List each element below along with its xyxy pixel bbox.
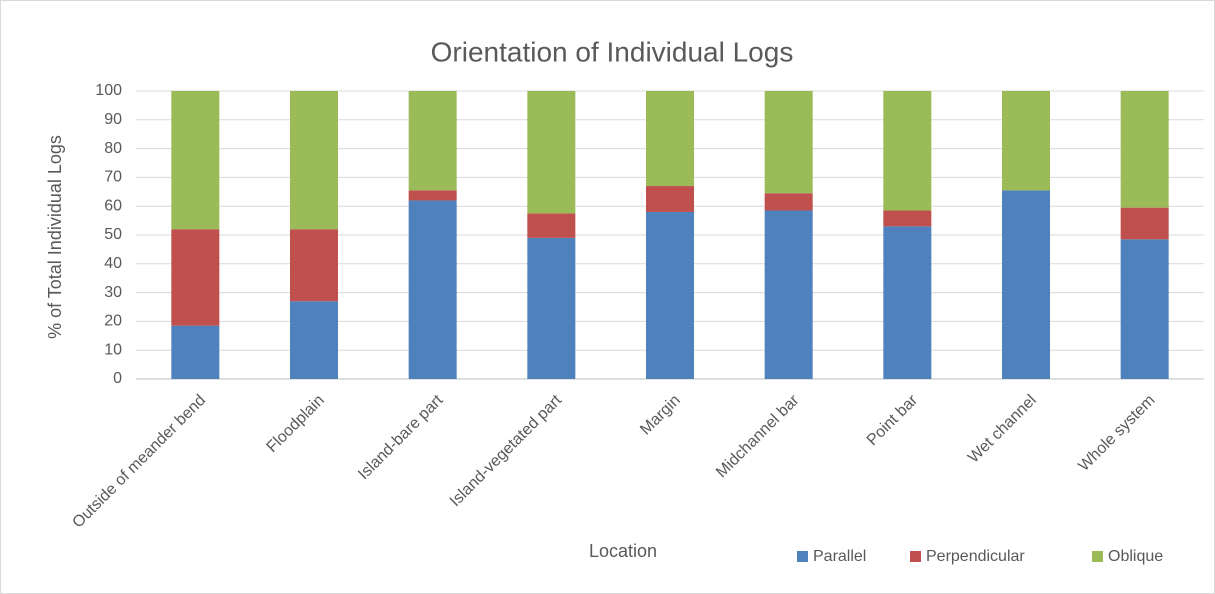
bar-segment: [527, 237, 576, 379]
bar-segment: [764, 91, 813, 194]
bar-segment: [764, 210, 813, 379]
y-tick-label: 30: [104, 284, 122, 301]
legend-swatch: [797, 551, 808, 562]
bar-segment: [646, 186, 694, 212]
legend-swatch: [910, 551, 921, 562]
bar-segment: [408, 200, 457, 379]
bar-segment: [1120, 239, 1169, 379]
bar-segment: [883, 226, 932, 379]
bar-segment: [171, 325, 220, 379]
y-tick-label: 50: [104, 226, 122, 243]
y-tick-label: 10: [104, 341, 122, 358]
bar-segment: [1120, 91, 1169, 208]
legend-swatch: [1092, 551, 1103, 562]
bar-segment: [290, 91, 338, 230]
legend-label: Oblique: [1108, 548, 1163, 565]
bar-segment: [646, 91, 694, 187]
y-axis-title: % of Total Individual Logs: [45, 135, 65, 339]
y-tick-label: 80: [104, 140, 122, 157]
y-tick-label: 60: [104, 197, 122, 214]
legend-label: Perpendicular: [926, 548, 1025, 565]
bar-segment: [1120, 207, 1169, 240]
bar-segment: [646, 211, 694, 379]
bar-segment: [408, 91, 457, 191]
bar-segment: [1002, 91, 1050, 191]
y-tick-label: 40: [104, 255, 122, 272]
bar-segment: [527, 91, 576, 214]
y-tick-label: 20: [104, 313, 122, 330]
bar-segment: [171, 91, 220, 230]
y-tick-label: 70: [104, 169, 122, 186]
bar-segment: [290, 229, 338, 302]
y-tick-label: 100: [95, 82, 122, 99]
x-axis-title: Location: [589, 541, 657, 561]
bar-segment: [290, 301, 338, 379]
y-tick-label: 90: [104, 111, 122, 128]
bar-segment: [883, 210, 932, 227]
bar-segment: [883, 91, 932, 211]
chart-title: Orientation of Individual Logs: [431, 36, 794, 67]
bar-segment: [408, 190, 457, 201]
bar-segment: [764, 193, 813, 211]
legend-label: Parallel: [813, 548, 866, 565]
y-tick-label: 0: [113, 370, 122, 387]
bar-segment: [527, 213, 576, 238]
bar-segment: [171, 229, 220, 326]
bar-segment: [1002, 190, 1050, 379]
